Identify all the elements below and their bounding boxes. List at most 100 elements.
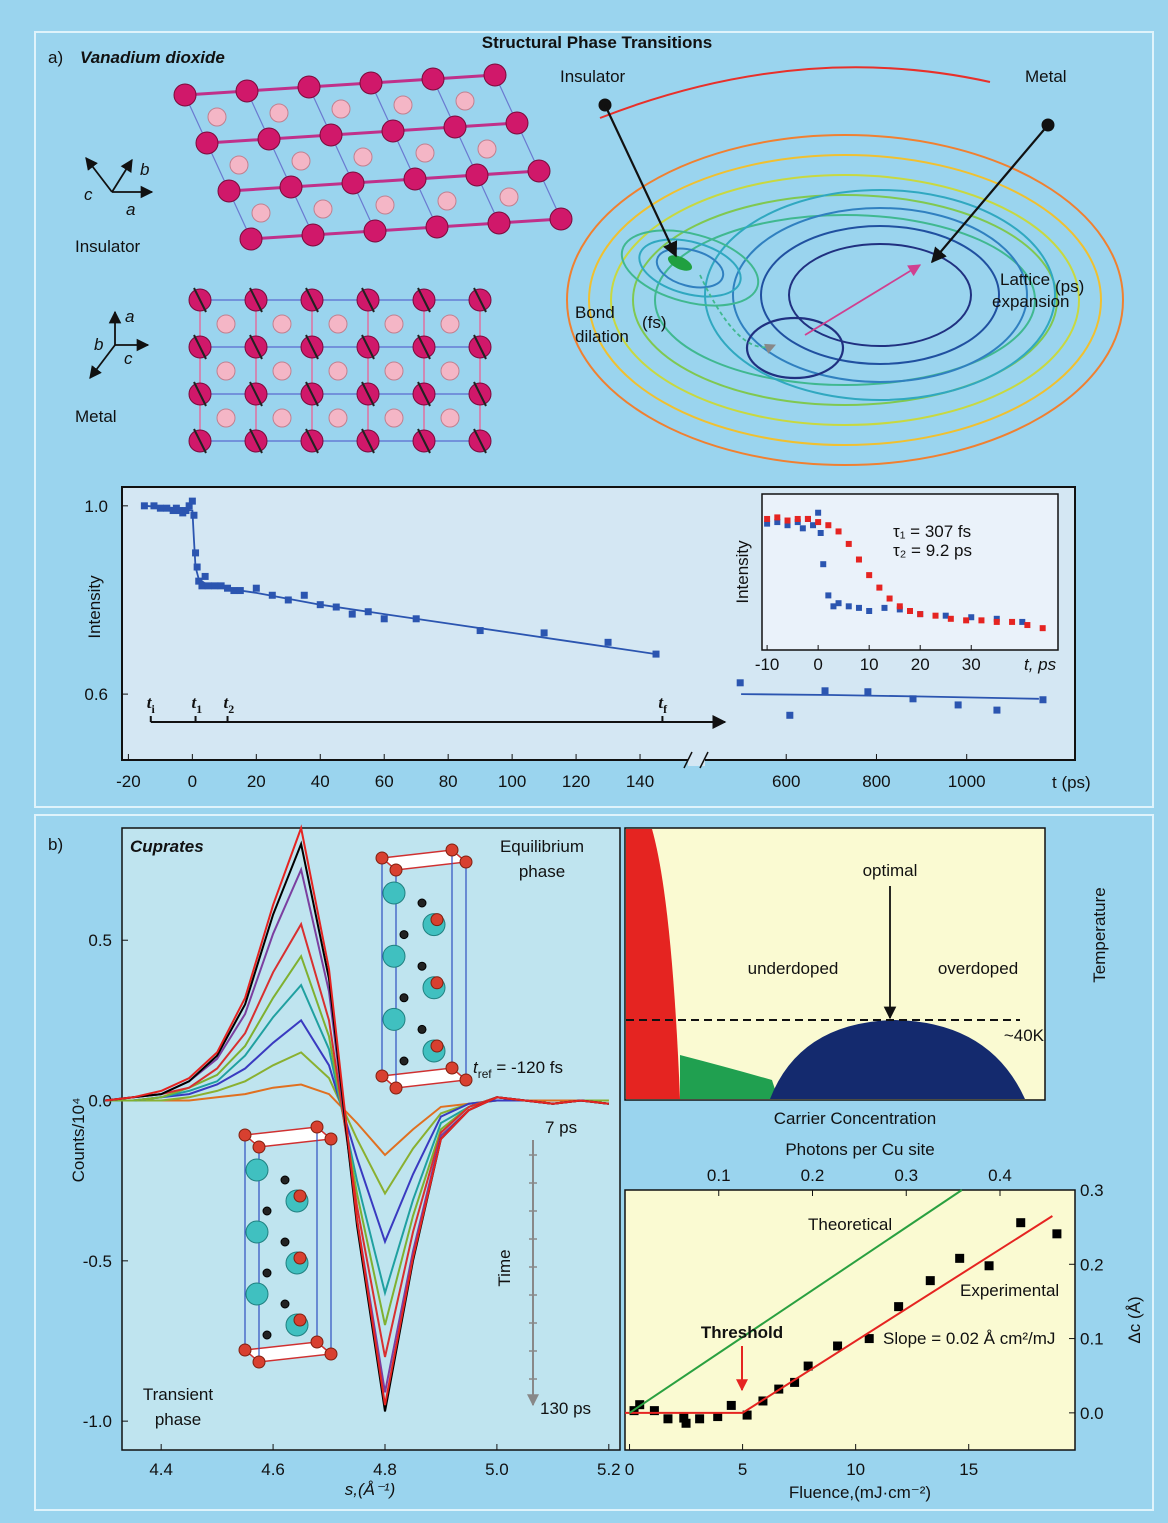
data-point — [993, 707, 1000, 714]
atom — [329, 362, 347, 380]
atom — [400, 994, 408, 1002]
axis-letter: c — [124, 349, 133, 368]
diagram-label: optimal — [863, 861, 918, 880]
subscript: 1 — [196, 702, 202, 716]
subscript: 2 — [228, 702, 234, 716]
data-point — [994, 619, 1000, 625]
data-point — [866, 572, 872, 578]
data-point — [682, 1419, 691, 1428]
data-point — [836, 528, 842, 534]
atom — [400, 1057, 408, 1065]
x-tick-label: -20 — [116, 772, 141, 791]
atom — [273, 362, 291, 380]
data-point — [190, 512, 197, 519]
atom — [460, 856, 472, 868]
axis-letter: b — [94, 335, 103, 354]
data-point — [1040, 625, 1046, 631]
atom — [383, 945, 405, 967]
atom — [500, 188, 518, 206]
atom — [460, 1074, 472, 1086]
annotation: Slope = 0.02 Å cm²/mJ — [883, 1329, 1055, 1348]
data-point — [894, 1302, 903, 1311]
annotation: Threshold — [701, 1323, 783, 1342]
atom — [320, 124, 342, 146]
atom — [196, 132, 218, 154]
data-point — [926, 1276, 935, 1285]
panel-label: b) — [48, 835, 63, 854]
x-tick-label: 100 — [498, 772, 526, 791]
y-tick-label: 0.0 — [1080, 1404, 1104, 1423]
data-point — [381, 615, 388, 622]
data-point — [897, 603, 903, 609]
atom — [385, 362, 403, 380]
data-point — [822, 687, 829, 694]
data-point — [881, 605, 887, 611]
atom — [263, 1269, 271, 1277]
t-ref-rest: = -120 fs — [492, 1058, 563, 1077]
atom — [239, 1129, 251, 1141]
figure: Structural Phase Transitionsa)Vanadium d… — [0, 0, 1168, 1523]
x-tick-label: 140 — [626, 772, 654, 791]
atom — [444, 116, 466, 138]
x-tick-label: 0 — [188, 772, 197, 791]
atom — [431, 977, 443, 989]
x-axis-label: Fluence,(mJ·cm⁻²) — [789, 1483, 931, 1502]
y-tick-label: 0.3 — [1080, 1181, 1104, 1200]
atom — [311, 1121, 323, 1133]
atom — [281, 1300, 289, 1308]
atom — [294, 1314, 306, 1326]
data-point — [856, 605, 862, 611]
atom — [252, 204, 270, 222]
x-tick-label: 800 — [862, 772, 890, 791]
atom — [325, 1133, 337, 1145]
data-point — [866, 608, 872, 614]
structure-label: Metal — [75, 407, 117, 426]
phase-label: Transient — [143, 1385, 214, 1404]
x-tick-label: 80 — [439, 772, 458, 791]
x2-tick-label: 0.3 — [894, 1166, 918, 1185]
atom — [240, 228, 262, 250]
atom — [329, 315, 347, 333]
phase-label: phase — [155, 1410, 201, 1429]
y-tick-label: 0.1 — [1080, 1330, 1104, 1349]
atom — [441, 409, 459, 427]
atom — [246, 1159, 268, 1181]
data-point — [943, 613, 949, 619]
atom — [364, 220, 386, 242]
x-tick-label: 120 — [562, 772, 590, 791]
data-point — [887, 596, 893, 602]
data-point — [846, 603, 852, 609]
x-tick-label: 0 — [813, 655, 822, 674]
series-label: Experimental — [960, 1281, 1059, 1300]
data-point — [541, 629, 548, 636]
x-tick-label: 5.2 — [597, 1460, 621, 1479]
data-point — [933, 613, 939, 619]
data-point — [820, 561, 826, 567]
atom — [390, 864, 402, 876]
data-point — [774, 514, 780, 520]
data-point — [1052, 1229, 1061, 1238]
x-axis-label: t, ps — [1024, 655, 1057, 674]
atom — [550, 208, 572, 230]
figure-title: Structural Phase Transitions — [482, 33, 713, 52]
data-point — [202, 573, 209, 580]
atom — [441, 315, 459, 333]
atom — [314, 200, 332, 218]
y-axis-label: Δc (Å) — [1125, 1296, 1144, 1343]
atom — [280, 176, 302, 198]
structure-label: Insulator — [75, 237, 141, 256]
atom — [484, 64, 506, 86]
y-tick-label: -0.5 — [83, 1252, 112, 1271]
atom — [528, 160, 550, 182]
atom — [488, 212, 510, 234]
panel-name: Cuprates — [130, 837, 204, 856]
data-point — [1016, 1218, 1025, 1227]
atom — [217, 409, 235, 427]
data-point — [818, 530, 824, 536]
atom — [298, 76, 320, 98]
atom — [418, 899, 426, 907]
atom — [404, 168, 426, 190]
atom — [383, 1008, 405, 1030]
atom — [390, 1082, 402, 1094]
data-point — [301, 592, 308, 599]
